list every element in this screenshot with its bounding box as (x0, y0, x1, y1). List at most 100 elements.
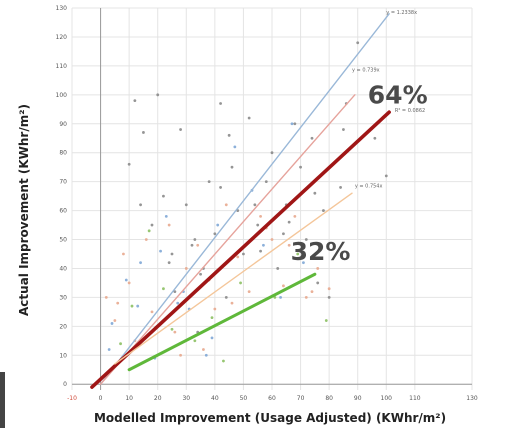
y-tick-label: 110 (56, 63, 68, 70)
data-point (150, 223, 154, 227)
data-point (299, 165, 302, 169)
data-point (259, 214, 262, 218)
trendline-labels: y = 1.2338x y = 0.739x R² = 0.0862 y = 0.75… (352, 10, 425, 190)
data-point (170, 252, 174, 256)
data-point (119, 342, 122, 346)
percentage-annotation: 64% (368, 81, 428, 110)
data-point (342, 128, 345, 131)
data-point (144, 238, 148, 241)
data-point (327, 287, 331, 291)
y-axis-title: Actual Improvement (KWhr/m²) (17, 104, 31, 316)
annotations: 64% 32% (291, 81, 428, 266)
data-point (193, 339, 197, 343)
data-point (287, 220, 291, 224)
data-point (210, 316, 214, 320)
data-point (253, 203, 257, 207)
data-point (139, 261, 142, 265)
data-point (167, 223, 171, 227)
data-point (150, 310, 154, 314)
data-point (256, 223, 260, 227)
data-point (324, 319, 328, 322)
x-tick-label: 80 (325, 395, 333, 402)
y-tick-label: 20 (59, 323, 67, 330)
data-point (199, 272, 202, 276)
trendline-orange (114, 192, 353, 365)
trendline-pink (99, 94, 356, 385)
data-point (156, 93, 160, 97)
data-point (296, 252, 300, 256)
trendline-dark-red (90, 110, 391, 389)
data-point (373, 136, 377, 140)
data-point (259, 249, 262, 253)
data-point (313, 191, 317, 195)
data-point (104, 295, 108, 299)
data-point (293, 214, 297, 218)
data-point (227, 133, 231, 137)
data-point (216, 223, 220, 227)
data-point (219, 102, 222, 105)
data-point (110, 322, 114, 325)
data-point (173, 330, 177, 334)
data-point (213, 307, 217, 311)
data-point (276, 267, 280, 270)
data-point (164, 214, 168, 218)
data-point (179, 128, 182, 131)
data-point (290, 122, 294, 126)
data-point (327, 295, 331, 299)
data-point (179, 353, 182, 357)
data-point (167, 261, 171, 265)
data-point (204, 353, 208, 357)
trendline-equation: R² = 0.0862 (395, 108, 425, 114)
axes (72, 8, 472, 390)
trendline-equation: y = 0.754x (355, 183, 383, 189)
data-point (184, 203, 188, 207)
data-point (282, 232, 285, 236)
data-point (310, 290, 314, 294)
y-tick-label: 100 (56, 92, 68, 99)
data-point (222, 359, 225, 363)
data-point (170, 327, 174, 331)
y-tick-label: 70 (59, 179, 67, 186)
data-point (173, 290, 177, 294)
x-tick-label: 60 (268, 395, 276, 402)
data-point (190, 243, 194, 247)
data-point (124, 278, 128, 282)
y-tick-label: 80 (59, 150, 67, 157)
data-point (162, 194, 165, 198)
data-point (122, 252, 125, 256)
x-tick-label: 20 (154, 395, 162, 402)
gridlines (71, 7, 473, 390)
x-tick-label: 70 (297, 395, 305, 402)
x-tick-label: 0 (99, 395, 103, 402)
data-point (162, 287, 165, 291)
data-point (133, 99, 137, 103)
data-point (224, 295, 228, 299)
y-tick-label: 30 (59, 294, 67, 301)
data-point (210, 336, 214, 340)
data-point (236, 255, 240, 259)
data-point (279, 295, 282, 299)
data-point (293, 122, 297, 126)
data-point (147, 229, 151, 233)
x-tick-label: 110 (409, 395, 421, 402)
y-tick-label: 0 (63, 381, 67, 388)
data-point (239, 281, 242, 285)
data-point (302, 261, 305, 265)
trendline-equation: y = 0.739x (352, 68, 380, 74)
data-point (287, 243, 291, 247)
x-tick-label: 40 (211, 395, 219, 402)
x-tick-label: 100 (381, 395, 393, 402)
percentage-annotation: 32% (291, 237, 351, 266)
data-point (193, 238, 197, 241)
trendline-green (127, 272, 317, 372)
data-point (127, 162, 131, 166)
data-point (270, 151, 274, 155)
data-point (316, 267, 320, 270)
data-point (384, 174, 388, 178)
data-point (339, 186, 342, 189)
data-point (310, 136, 314, 140)
left-edge-bar (0, 372, 5, 428)
data-point (142, 131, 145, 134)
data-point (282, 284, 285, 288)
